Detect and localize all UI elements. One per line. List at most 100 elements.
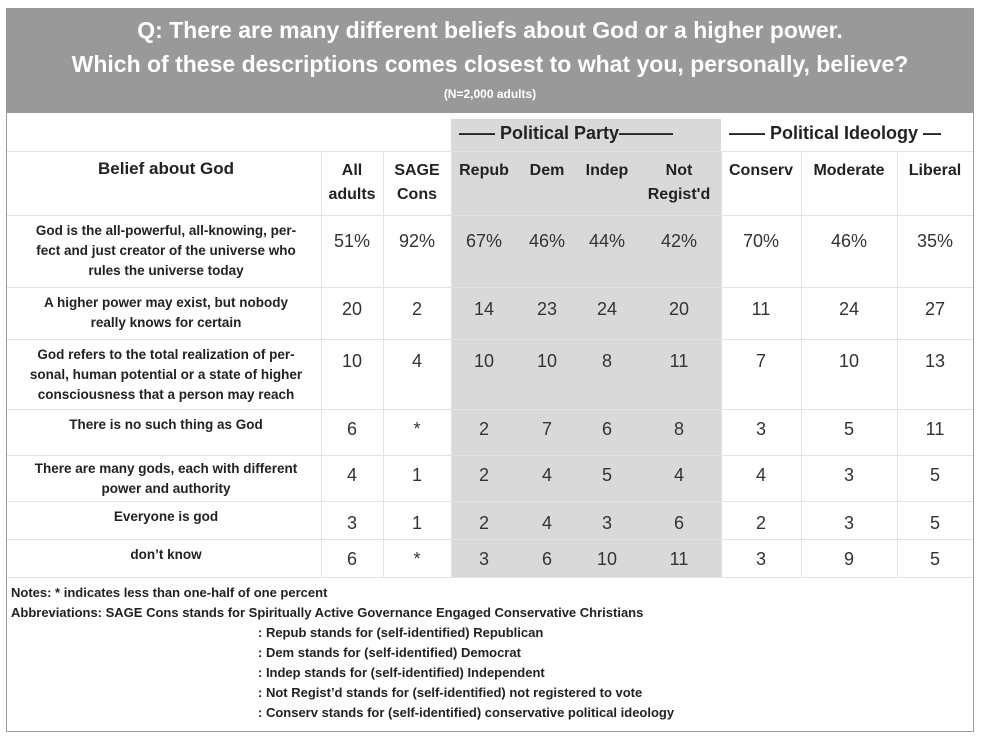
row-label-no-god: There is no such thing as God <box>11 415 321 435</box>
table-cell: 2 <box>478 465 489 485</box>
question-header: Q: There are many different beliefs abou… <box>7 9 973 113</box>
table-cell: 4 <box>346 465 357 485</box>
column-divider <box>897 151 898 577</box>
table-cell: 6 <box>601 419 612 439</box>
table-cell: 27 <box>924 299 946 319</box>
divider <box>7 339 973 340</box>
table-cell: 3 <box>601 513 612 533</box>
table-cell: 8 <box>673 419 684 439</box>
table-cell: 4 <box>673 465 684 485</box>
label-line: rules the universe today <box>88 263 244 278</box>
table-cell: 10 <box>341 351 363 371</box>
table-cell: 46% <box>830 231 868 251</box>
table-cell: 4 <box>541 465 552 485</box>
divider <box>7 409 973 410</box>
label-line: There are many gods, each with different <box>34 461 298 476</box>
table-cell: 6 <box>541 549 552 569</box>
note-line: Abbreviations: SAGE Cons stands for Spir… <box>11 605 644 620</box>
table-cell: 1 <box>411 513 422 533</box>
column-header-indep: Indep <box>577 159 637 215</box>
label-line: A higher power may exist, but nobody <box>43 295 289 310</box>
label-line: God refers to the total realization of p… <box>37 347 295 362</box>
column-divider <box>321 151 322 577</box>
label-line: fect and just creator of the universe wh… <box>36 243 296 258</box>
table-cell: 42% <box>660 231 698 251</box>
column-divider <box>383 151 384 577</box>
table-cell: 70% <box>742 231 780 251</box>
header-line: Dem <box>529 162 565 179</box>
table-cell: 7 <box>755 351 766 371</box>
row-label-everyone-is-god: Everyone is god <box>11 507 321 527</box>
table-cell: 11 <box>669 549 689 569</box>
table-cell: 46% <box>528 231 566 251</box>
label-line: power and authority <box>101 481 231 496</box>
table-cell: 1 <box>411 465 422 485</box>
table-cell: 10 <box>838 351 860 371</box>
row-label-many-gods: There are many gods, each with different… <box>11 459 321 499</box>
table-cell: 92% <box>398 231 436 251</box>
table-cell: 5 <box>843 419 854 439</box>
table-cell: 7 <box>541 419 552 439</box>
header-line: Indep <box>585 162 629 179</box>
column-divider <box>801 151 802 577</box>
table-cell: * <box>413 549 421 569</box>
table-cell: 67% <box>465 231 503 251</box>
divider <box>7 539 973 540</box>
table-cell: 5 <box>929 465 940 485</box>
note-line: : Dem stands for (self-identified) Democ… <box>258 645 521 660</box>
table-cell: 24 <box>596 299 618 319</box>
table-cell: 23 <box>536 299 558 319</box>
notes-section: Notes: * indicates less than one-half of… <box>11 583 674 723</box>
header-line: SAGE <box>394 162 440 179</box>
column-divider <box>451 151 452 577</box>
table-cell: 8 <box>601 351 612 371</box>
table-cell: 5 <box>929 513 940 533</box>
label-line: There is no such thing as God <box>69 417 263 432</box>
header-line: Moderate <box>813 162 885 179</box>
table-cell: 13 <box>924 351 946 371</box>
label-line: consciousness that a person may reach <box>37 387 295 402</box>
row-label-dont-know: don’t know <box>11 545 321 565</box>
table-cell: 10 <box>596 549 618 569</box>
row-label-all-powerful-creator: God is the all-powerful, all-knowing, pe… <box>11 221 321 281</box>
table-cell: 2 <box>411 299 422 319</box>
question-line-1: Q: There are many different beliefs abou… <box>137 17 843 43</box>
header-line: Regist'd <box>647 186 711 203</box>
table-cell: 10 <box>473 351 495 371</box>
table-cell: * <box>413 419 421 439</box>
note-line: Notes: * indicates less than one-half of… <box>11 585 328 600</box>
table-cell: 6 <box>673 513 684 533</box>
sample-size: (N=2,000 adults) <box>443 87 537 101</box>
row-label-human-potential: God refers to the total realization of p… <box>11 345 321 405</box>
divider <box>7 151 973 152</box>
label-line: sonal, human potential or a state of hig… <box>29 367 303 382</box>
table-cell: 20 <box>341 299 363 319</box>
note-line: : Conserv stands for (self-identified) c… <box>258 705 675 720</box>
divider <box>7 577 973 578</box>
table-cell: 10 <box>536 351 558 371</box>
column-header-repub: Repub <box>451 159 517 215</box>
header-line: Liberal <box>908 162 962 179</box>
column-header-all-adults: All adults <box>321 159 383 215</box>
table-cell: 14 <box>473 299 495 319</box>
table-cell: 6 <box>346 549 357 569</box>
label-line: God is the all-powerful, all-knowing, pe… <box>35 223 297 238</box>
header-line: adults <box>328 186 376 203</box>
column-header-dem: Dem <box>517 159 577 215</box>
table-cell: 6 <box>346 419 357 439</box>
divider <box>7 501 973 502</box>
table-cell: 3 <box>755 419 766 439</box>
column-divider <box>721 151 722 577</box>
table-cell: 35% <box>916 231 954 251</box>
label-line: Everyone is god <box>113 509 219 524</box>
column-header-liberal: Liberal <box>897 159 973 215</box>
political-party-group-label: —— Political Party——— <box>459 123 674 143</box>
divider <box>7 215 973 216</box>
table-cell: 2 <box>478 513 489 533</box>
column-header-sage-cons: SAGE Cons <box>383 159 451 215</box>
table-cell: 4 <box>541 513 552 533</box>
note-line: : Not Regist’d stands for (self-identifi… <box>258 685 643 700</box>
table-cell: 2 <box>755 513 766 533</box>
table-cell: 20 <box>668 299 690 319</box>
belief-column-header: Belief about God <box>98 159 234 178</box>
